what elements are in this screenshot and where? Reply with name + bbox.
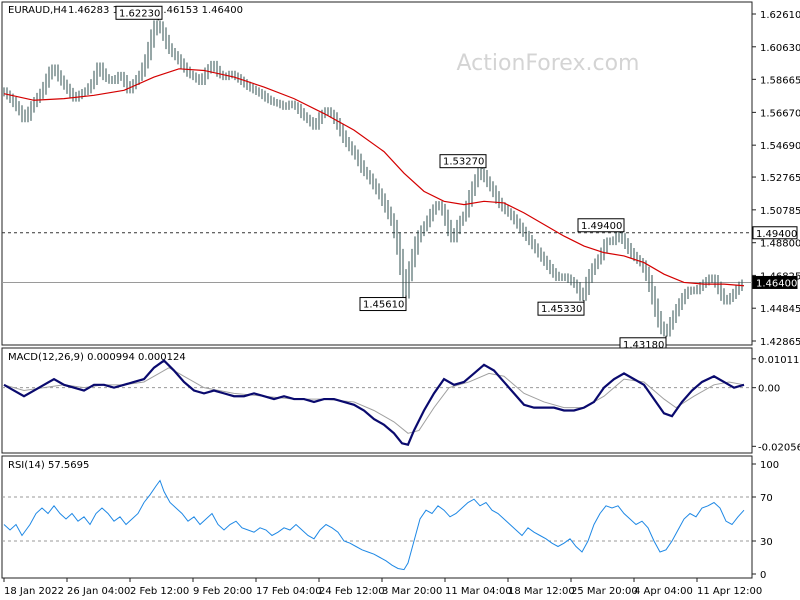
x-tick-label: 9 Feb 20:00 — [193, 586, 252, 597]
price-y-tick-label: 1.54690 — [760, 141, 800, 152]
header-symbol: EURAUD,H4 — [8, 5, 67, 16]
x-tick-label: 17 Feb 04:00 — [256, 586, 322, 597]
price-y-tick-label: 1.42865 — [760, 337, 800, 348]
price-annotation: 1.53270 — [439, 154, 487, 169]
time-axis: 18 Jan 2022 26 Jan 04:00 2 Feb 12:00 9 Feb … — [3, 578, 762, 597]
annotation-label: 1.49400 — [581, 221, 622, 232]
price-y-tick-label: 1.62610 — [760, 10, 800, 21]
rsi-y-axis: 100 70 30 0 — [752, 460, 779, 581]
price-y-tick-label: 1.58665 — [760, 75, 800, 86]
price-annotation: 1.49400 — [577, 218, 625, 234]
macd-y-tick-label: 0.010113 — [758, 355, 800, 366]
macd-y-tick-label: 0.00 — [758, 384, 780, 395]
price-y-tick-label: 1.52765 — [760, 173, 800, 184]
x-tick-label: 18 Jan 2022 — [4, 586, 64, 597]
x-tick-label: 2 Feb 12:00 — [130, 586, 189, 597]
price-panel — [1, 1, 753, 346]
macd-panel — [1, 347, 753, 454]
annotation-box — [359, 297, 407, 312]
rsi-y-tick-label: 100 — [760, 460, 779, 471]
annotation-box — [537, 301, 585, 316]
annotation-box — [577, 218, 625, 233]
x-tick-label: 11 Mar 04:00 — [445, 586, 512, 597]
price-y-tick-label: 1.56670 — [760, 108, 800, 119]
macd-y-tick-label: -0.020561 — [758, 442, 800, 453]
price-level-label: 1.46400 — [756, 278, 797, 289]
price-annotations: 1.62230 1.45610 1.53270 1.49400 1.45330 1.431… — [115, 5, 667, 352]
annotation-box — [439, 154, 487, 169]
price-y-tick-label: 1.44845 — [760, 304, 800, 315]
x-tick-label: 3 Mar 20:00 — [382, 586, 442, 597]
annotation-label: 1.43180 — [623, 340, 664, 351]
price-level-box — [752, 226, 798, 240]
rsi-panel — [1, 455, 753, 579]
price-annotation: 1.62230 — [115, 5, 163, 21]
price-y-tick-label: 1.60630 — [760, 43, 800, 54]
rsi-line — [3, 479, 745, 571]
x-tick-label: 11 Apr 12:00 — [697, 586, 762, 597]
x-tick-label: 4 Apr 04:00 — [634, 586, 693, 597]
rsi-y-tick-label: 30 — [760, 537, 773, 548]
annotation-label: 1.45610 — [363, 300, 404, 311]
macd-y-axis: 0.010113 0.00 -0.020561 — [752, 355, 800, 453]
price-annotation: 1.45610 — [359, 295, 407, 312]
price-annotation: 1.45330 — [537, 300, 585, 316]
macd-plot — [2, 359, 752, 447]
annotation-label: 1.62230 — [119, 8, 160, 19]
x-tick-label: 25 Mar 20:00 — [571, 586, 638, 597]
macd-title: MACD(12,26,9) 0.000994 0.000124 — [8, 352, 186, 363]
rsi-y-tick-label: 70 — [760, 493, 773, 504]
price-y-tick-label: 1.50785 — [760, 206, 800, 217]
annotation-label: 1.45330 — [541, 304, 582, 315]
watermark: ActionForex.com — [457, 51, 640, 76]
x-tick-label: 24 Feb 12:00 — [319, 586, 385, 597]
rsi-y-tick-label: 0 — [760, 570, 766, 581]
moving-average-line — [3, 68, 745, 287]
price-level-marker: 1.46400 — [752, 275, 798, 289]
price-y-axis: 1.62610 1.60630 1.58665 1.56670 1.54690 1.527… — [752, 10, 800, 348]
annotation-label: 1.53270 — [443, 157, 484, 168]
price-y-tick-label: 1.48800 — [760, 239, 800, 250]
x-tick-label: 26 Jan 04:00 — [67, 586, 130, 597]
rsi-plot — [2, 479, 752, 571]
price-level-label: 1.49400 — [756, 229, 797, 240]
price-level-marker: 1.49400 — [752, 226, 798, 240]
rsi-title: RSI(14) 57.5695 — [8, 460, 89, 471]
annotation-box — [115, 5, 163, 20]
price-plot: 1.49400 1.46400 — [2, 20, 798, 337]
macd-line — [3, 359, 745, 447]
price-level-box — [752, 275, 798, 289]
x-tick-label: 18 Mar 12:00 — [508, 586, 575, 597]
